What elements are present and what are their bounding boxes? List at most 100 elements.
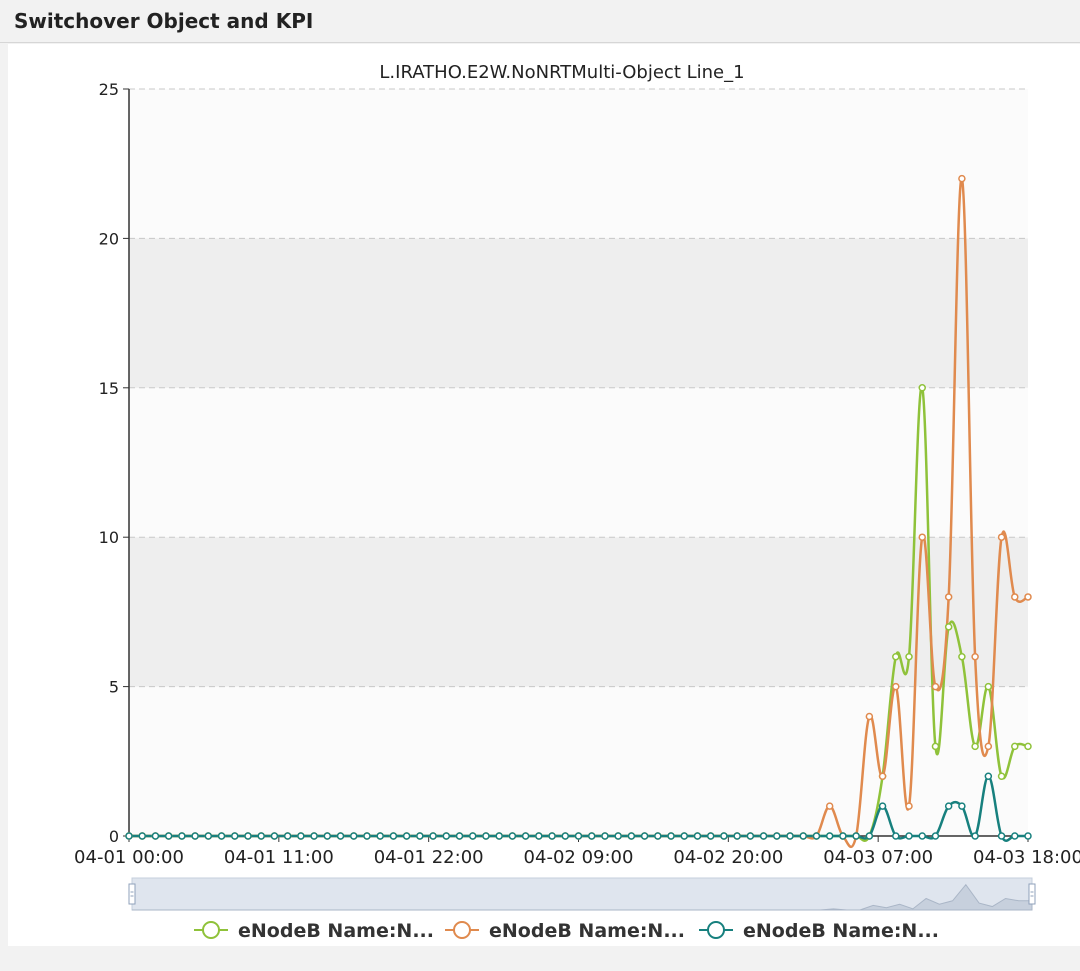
data-point[interactable] <box>1024 832 1032 840</box>
data-point[interactable] <box>574 832 583 840</box>
data-point[interactable] <box>1024 742 1032 751</box>
data-point[interactable] <box>376 832 384 840</box>
data-point[interactable] <box>958 802 966 810</box>
data-point[interactable] <box>508 832 517 840</box>
data-point[interactable] <box>839 832 847 840</box>
data-point[interactable] <box>825 832 834 840</box>
data-point[interactable] <box>997 772 1006 780</box>
legend-item-1[interactable]: eNodeB Name:N... <box>194 920 434 942</box>
data-point[interactable] <box>958 652 966 661</box>
data-point[interactable] <box>918 533 926 541</box>
zoom-handle-right[interactable] <box>1028 883 1036 905</box>
data-point[interactable] <box>892 832 900 840</box>
data-point[interactable] <box>997 832 1006 840</box>
data-point[interactable] <box>971 742 979 751</box>
data-point[interactable] <box>984 742 993 751</box>
data-point[interactable] <box>468 832 477 840</box>
data-point[interactable] <box>971 832 979 840</box>
data-point[interactable] <box>812 832 821 840</box>
data-point[interactable] <box>706 832 715 840</box>
data-point[interactable] <box>283 832 292 840</box>
zoom-window[interactable] <box>131 877 1033 911</box>
data-point[interactable] <box>138 832 146 840</box>
data-point[interactable] <box>561 832 570 840</box>
data-point[interactable] <box>720 832 728 840</box>
data-point[interactable] <box>931 832 940 840</box>
data-point[interactable] <box>786 832 794 840</box>
data-point[interactable] <box>495 832 503 840</box>
data-point[interactable] <box>944 802 953 810</box>
data-point[interactable] <box>191 832 199 840</box>
data-point[interactable] <box>125 832 133 840</box>
data-point[interactable] <box>587 832 596 840</box>
data-point[interactable] <box>363 832 371 840</box>
data-point[interactable] <box>680 832 689 840</box>
data-point[interactable] <box>905 802 913 810</box>
data-point[interactable] <box>204 832 213 840</box>
data-point[interactable] <box>773 832 781 840</box>
data-point[interactable] <box>825 802 834 810</box>
data-point[interactable] <box>521 832 530 840</box>
data-point[interactable] <box>878 772 887 780</box>
data-point[interactable] <box>482 832 490 840</box>
data-point[interactable] <box>535 832 543 840</box>
data-point[interactable] <box>614 832 622 840</box>
data-point[interactable] <box>1011 742 1019 751</box>
data-point[interactable] <box>892 652 900 661</box>
data-point[interactable] <box>693 832 702 840</box>
data-point[interactable] <box>416 832 424 840</box>
data-point[interactable] <box>270 832 279 840</box>
data-point[interactable] <box>323 832 332 840</box>
data-point[interactable] <box>654 832 662 840</box>
data-point[interactable] <box>297 832 305 840</box>
legend-item-2[interactable]: eNodeB Name:N... <box>445 920 685 942</box>
data-point[interactable] <box>852 832 860 840</box>
data-point[interactable] <box>984 772 993 780</box>
data-point[interactable] <box>958 174 966 183</box>
data-point[interactable] <box>984 682 993 691</box>
data-point[interactable] <box>1011 593 1019 601</box>
data-point[interactable] <box>931 682 940 691</box>
data-point[interactable] <box>350 832 358 840</box>
data-point[interactable] <box>799 832 807 840</box>
data-point[interactable] <box>601 832 609 840</box>
data-point[interactable] <box>865 832 874 840</box>
data-point[interactable] <box>759 832 768 840</box>
data-point[interactable] <box>918 832 926 840</box>
data-point[interactable] <box>244 832 252 840</box>
data-point[interactable] <box>336 832 345 840</box>
data-zoom-slider[interactable] <box>128 877 1036 911</box>
data-point[interactable] <box>429 832 437 840</box>
data-point[interactable] <box>918 384 926 392</box>
data-point[interactable] <box>1011 832 1019 840</box>
data-point[interactable] <box>892 682 900 691</box>
data-point[interactable] <box>971 652 979 661</box>
data-point[interactable] <box>402 832 411 840</box>
data-point[interactable] <box>442 832 451 840</box>
data-point[interactable] <box>310 832 318 840</box>
data-point[interactable] <box>217 832 226 840</box>
data-point[interactable] <box>944 593 953 601</box>
data-point[interactable] <box>178 832 186 840</box>
data-point[interactable] <box>640 832 649 840</box>
data-point[interactable] <box>627 832 636 840</box>
data-point[interactable] <box>944 623 953 631</box>
data-point[interactable] <box>733 832 741 840</box>
legend-item-3[interactable]: eNodeB Name:N... <box>699 920 939 942</box>
data-point[interactable] <box>548 832 556 840</box>
data-point[interactable] <box>997 533 1006 541</box>
data-point[interactable] <box>164 832 173 840</box>
data-point[interactable] <box>231 832 239 840</box>
data-point[interactable] <box>1024 593 1032 601</box>
data-point[interactable] <box>905 832 913 840</box>
data-point[interactable] <box>151 832 160 840</box>
data-point[interactable] <box>865 712 874 721</box>
zoom-handle-left[interactable] <box>128 883 136 905</box>
data-point[interactable] <box>878 802 887 810</box>
data-point[interactable] <box>389 832 398 840</box>
data-point[interactable] <box>905 652 913 661</box>
data-point[interactable] <box>746 832 755 840</box>
data-point[interactable] <box>257 832 265 840</box>
data-point[interactable] <box>455 832 464 840</box>
data-point[interactable] <box>931 742 940 751</box>
